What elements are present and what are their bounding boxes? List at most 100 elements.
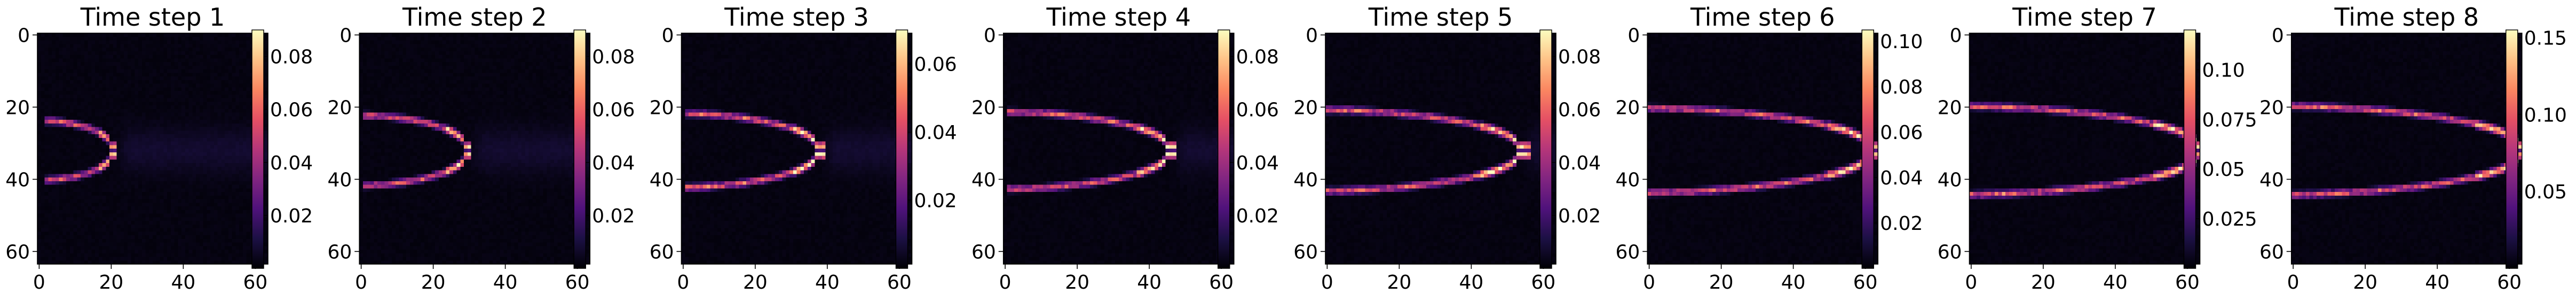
x-tick-label: 20 [2353,272,2377,294]
x-tick-label: 20 [99,272,123,294]
colorbar-tick-label: 0.06 [592,99,635,121]
x-tick-label: 20 [1065,272,1089,294]
y-tick-label: 60 [1938,241,1962,263]
y-tick-label: 60 [1615,241,1640,263]
subplot-7: Time step 70 20 40 6002040600.0250.050.0750… [1938,3,2257,294]
colorbar [2506,29,2518,269]
heatmap-image [1969,33,2200,264]
x-tick-label: 20 [743,272,768,294]
y-tick-label: 20 [1615,97,1640,119]
y-tick-label: 20 [327,97,352,119]
x-tick-label: 60 [2497,272,2522,294]
x-tick-label: 40 [2103,272,2128,294]
plot-frame [37,33,268,265]
x-tick-label: 60 [1209,272,1234,294]
heatmap-image [1003,33,1234,264]
y-tick-label: 60 [650,241,674,263]
y-tick-label: 60 [327,241,352,263]
y-tick-label: 0 [18,25,30,47]
x-tick-label: 0 [1321,272,1333,294]
colorbar-tick-label: 0.06 [270,99,313,121]
y-tick-label: 0 [1627,25,1640,47]
colorbar-tick-label: 0.04 [1880,167,1923,189]
y-tick-label: 0 [1950,25,1962,47]
plot-frame [359,33,591,265]
x-tick-label: 0 [1643,272,1655,294]
x-tick-label: 0 [2287,272,2300,294]
y-tick-label: 40 [1293,169,1318,191]
x-tick-label: 0 [1965,272,1977,294]
colorbar-tick-label: 0.02 [592,205,635,227]
x-tick-label: 0 [999,272,1012,294]
x-tick-label: 0 [33,272,45,294]
y-tick-label: 0 [2272,25,2284,47]
x-tick-label: 40 [1781,272,1806,294]
x-tick-label: 60 [565,272,590,294]
plot-frame [1647,33,1879,265]
colorbar [1218,29,1230,269]
x-tick-label: 20 [421,272,446,294]
y-tick-label: 40 [650,169,674,191]
colorbar-tick-label: 0.10 [2202,59,2245,81]
plot-frame [1325,33,1556,265]
x-tick-label: 60 [1531,272,1555,294]
colorbar-tick-label: 0.04 [592,152,635,174]
subplot-title: Time step 1 [80,3,225,32]
colorbar-tick-label: 0.025 [2202,209,2257,230]
colorbar [895,29,908,269]
colorbar-tick-label: 0.04 [1558,152,1601,174]
colorbar-tick-label: 0.10 [2524,104,2567,126]
y-tick-label: 40 [971,169,996,191]
subplot-5: Time step 50 20 40 6002040600.020.040.060.0… [1293,3,1601,294]
subplot-2: Time step 20 20 40 6002040600.020.040.060.0… [327,3,635,294]
colorbar-tick-label: 0.08 [1558,47,1601,68]
y-tick-label: 40 [5,169,30,191]
x-tick-label: 0 [677,272,689,294]
y-tick-label: 20 [5,97,30,119]
colorbar [1861,29,1874,269]
colorbar-tick-label: 0.05 [2202,159,2245,181]
colorbar-tick-label: 0.04 [270,152,313,174]
colorbar-tick-label: 0.08 [270,47,313,68]
colorbar-tick-label: 0.08 [1236,47,1279,68]
subplot-1: Time step 10 20 40 6002040600.020.040.060.0… [5,3,313,294]
x-tick-label: 40 [2425,272,2449,294]
colorbar [1539,29,1552,269]
subplot-6: Time step 60 20 40 6002040600.020.040.060.0… [1615,3,1923,294]
colorbar [2183,29,2196,269]
y-tick-label: 60 [1293,241,1318,263]
y-tick-label: 0 [1306,25,1318,47]
y-tick-label: 0 [339,25,352,47]
y-tick-label: 20 [650,97,674,119]
colorbar-tick-label: 0.02 [1558,205,1601,227]
colorbar-tick-label: 0.02 [1236,205,1279,227]
y-tick-label: 20 [1293,97,1318,119]
colorbar-tick-label: 0.08 [592,47,635,68]
colorbar-tick-label: 0.06 [1880,122,1923,144]
heatmap-image [681,33,912,264]
x-tick-label: 60 [243,272,267,294]
y-tick-label: 40 [1615,169,1640,191]
colorbar [251,29,264,269]
plot-frame [2290,33,2523,265]
colorbar-tick-label: 0.06 [1236,99,1279,121]
colorbar-tick-label: 0.02 [914,190,957,212]
x-tick-label: 60 [1853,272,1878,294]
x-tick-label: 60 [2175,272,2200,294]
x-tick-label: 20 [1387,272,1411,294]
colorbar-tick-label: 0.04 [1236,152,1279,174]
subplot-title: Time step 5 [1368,3,1513,32]
y-tick-label: 60 [971,241,996,263]
x-tick-label: 40 [1459,272,1483,294]
x-tick-label: 40 [171,272,195,294]
subplot-title: Time step 6 [1690,3,1835,32]
plot-frame [1002,33,1235,265]
colorbar-tick-label: 0.06 [1558,99,1601,121]
x-tick-label: 40 [1137,272,1161,294]
x-tick-label: 20 [1709,272,1734,294]
heatmap-image [1325,33,1556,264]
plot-frame [681,33,913,265]
colorbar-tick-label: 0.08 [1880,76,1923,98]
